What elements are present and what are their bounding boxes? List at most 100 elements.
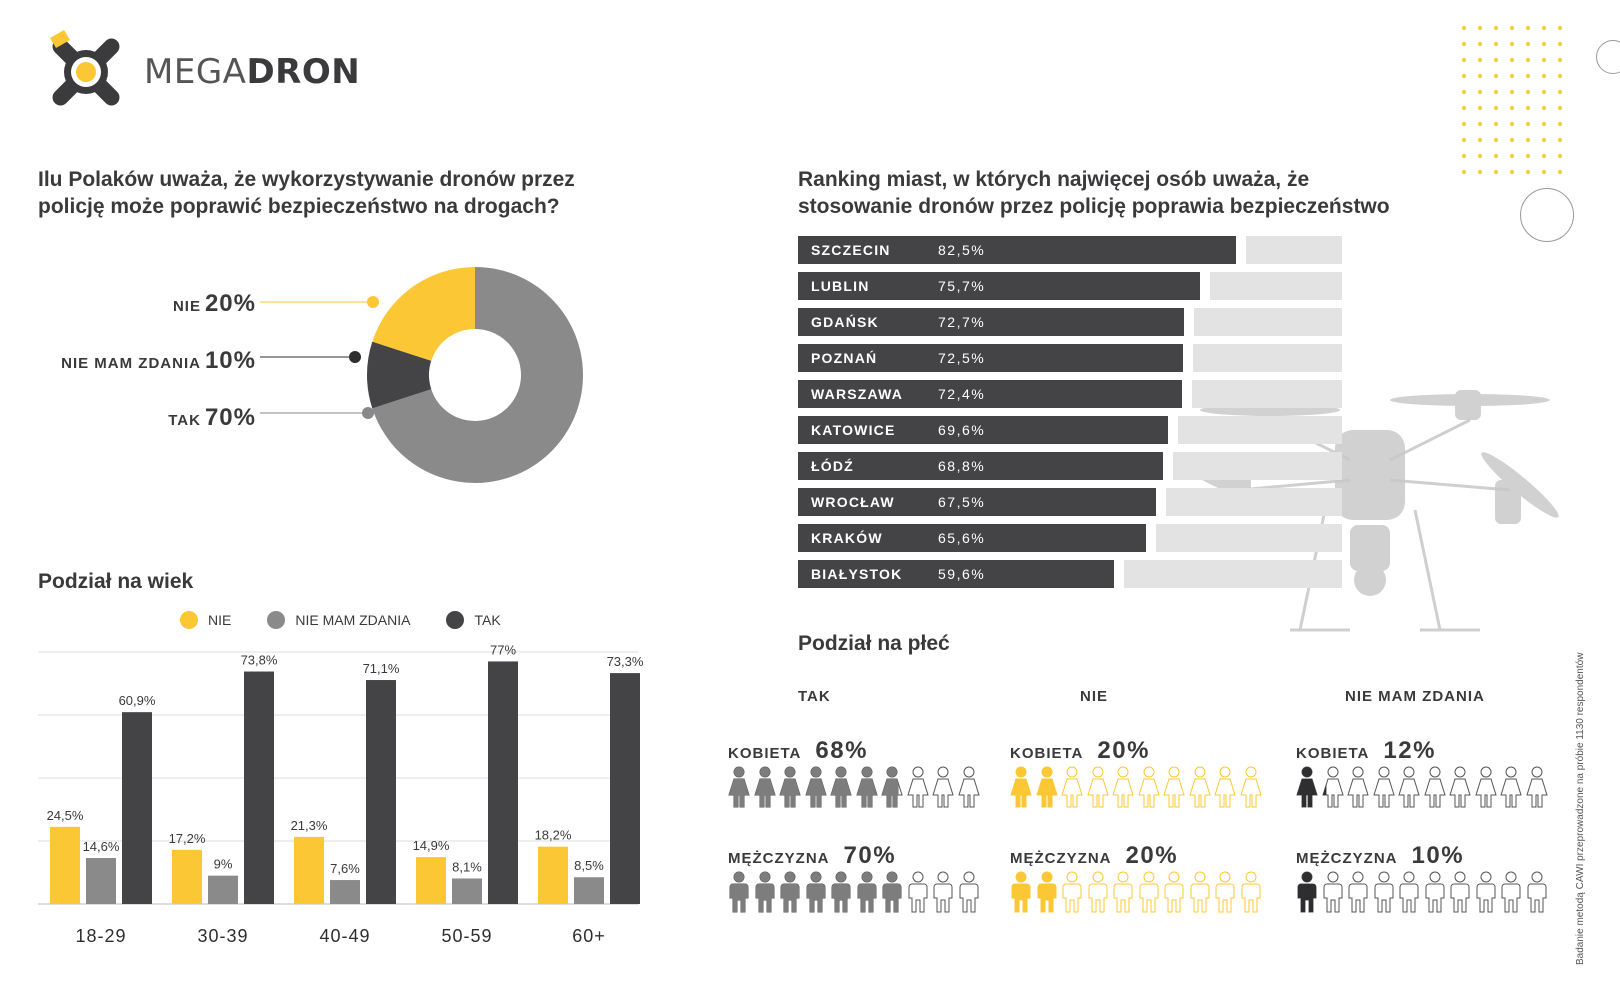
woman-icon <box>1500 766 1522 808</box>
ranking-bar-remainder <box>1192 380 1342 408</box>
pictogram-row-women <box>1010 765 1265 809</box>
ranking-city-label: KATOWICE <box>811 422 896 438</box>
ranking-value-label: 67,5% <box>938 494 986 510</box>
age-category-label: 40-49 <box>319 926 370 946</box>
ranking-city-label: SZCZECIN <box>811 242 891 258</box>
ranking-bar <box>798 272 1200 300</box>
bar-nie-mam-zdania-30-39 <box>208 875 238 904</box>
man-icon <box>908 871 927 913</box>
brand-logo: MEGADRON <box>40 24 360 120</box>
gender-label: KOBIETA <box>728 745 802 762</box>
gender-section-title: Podział na płeć <box>798 632 950 655</box>
woman-icon <box>906 766 929 808</box>
ranking-value-label: 59,6% <box>938 566 986 582</box>
bar-tak-40-49 <box>366 680 396 904</box>
man-icon <box>1113 871 1133 913</box>
gender-percent: 20% <box>1125 842 1179 869</box>
man-icon <box>1139 871 1158 913</box>
donut-slice-tak <box>372 267 583 483</box>
man-icon <box>1062 871 1082 913</box>
ranking-value-label: 69,6% <box>938 422 986 438</box>
gender-percent: 10% <box>1411 842 1465 869</box>
ranking-bar-remainder <box>1166 488 1342 516</box>
gender-label: MĘŻCZYZNA <box>728 850 830 867</box>
gender-label: MĘŻCZYZNA <box>1010 850 1112 867</box>
bar-tak-30-39 <box>244 671 274 904</box>
ranking-bar-remainder <box>1209 272 1342 300</box>
donut-leader-dot <box>349 351 361 363</box>
bar-nie-50-59 <box>416 857 446 904</box>
bar-tak-60+ <box>610 673 640 904</box>
circle-decoration-edge <box>1596 40 1620 74</box>
woman-icon <box>1525 766 1548 808</box>
ranking-bar-remainder <box>1156 524 1342 552</box>
ranking-bar <box>798 344 1183 372</box>
man-icon <box>1348 871 1368 913</box>
man-icon <box>857 871 876 913</box>
brand-name: MEGADRON <box>144 52 361 92</box>
ranking-row: WROCŁAW 67,5% <box>798 488 1342 516</box>
bar-nie-30-39 <box>172 849 202 904</box>
man-icon <box>780 871 800 913</box>
ranking-row: GDAŃSK 72,7% <box>798 308 1342 336</box>
age-category-label: 50-59 <box>441 926 492 946</box>
pictogram-row-men <box>1010 870 1265 914</box>
gender-percent: 20% <box>1097 737 1150 764</box>
woman-icon <box>1474 766 1497 808</box>
ranking-value-label: 65,6% <box>938 530 986 546</box>
gender-percent: 70% <box>843 842 897 869</box>
gender-label: MĘŻCZYZNA <box>1296 850 1398 867</box>
man-icon <box>1241 871 1260 913</box>
man-icon <box>1011 871 1031 913</box>
bar-value-label: 17,2% <box>169 831 206 846</box>
gender-row-label-men: MĘŻCZYZNA 70% <box>728 842 896 870</box>
woman-icon <box>855 766 878 808</box>
pictogram-row-women <box>1296 765 1551 809</box>
ranking-bar <box>798 416 1168 444</box>
man-icon <box>831 871 851 913</box>
man-icon <box>882 871 902 913</box>
gender-label: KOBIETA <box>1296 745 1370 762</box>
man-icon <box>1164 871 1184 913</box>
man-icon <box>1450 871 1470 913</box>
ranking-bar-remainder <box>1124 560 1342 588</box>
ranking-row: ŁÓDŹ 68,8% <box>798 452 1342 480</box>
donut-label-tak: TAK 70% <box>168 404 256 431</box>
ranking-value-label: 75,7% <box>938 278 986 294</box>
gender-percent: 12% <box>1383 737 1436 764</box>
bar-value-label: 8,1% <box>452 859 482 874</box>
woman-icon <box>1163 766 1185 808</box>
gender-row-label-women: KOBIETA 68% <box>728 737 868 765</box>
man-icon <box>1399 871 1419 913</box>
age-category-label: 30-39 <box>197 926 248 946</box>
ranking-bar <box>798 380 1183 408</box>
bar-value-label: 77% <box>490 642 516 657</box>
man-icon <box>1425 871 1444 913</box>
woman-icon <box>1347 766 1369 808</box>
ranking-value-label: 82,5% <box>938 242 986 258</box>
bar-nie-mam-zdania-60+ <box>574 877 604 904</box>
ranking-row: KRAKÓW 65,6% <box>798 524 1342 552</box>
legend-dot-gray <box>267 611 286 629</box>
ranking-bar-remainder <box>1246 236 1342 264</box>
age-bar-chart: 24,5% 14,6% 60,9% 18-29 17,2% 9% 73,8% 30-39 21,… <box>38 642 644 946</box>
woman-icon <box>1010 766 1032 808</box>
woman-icon <box>1137 766 1160 808</box>
bar-value-label: 18,2% <box>535 828 572 843</box>
ranking-row: KATOWICE 69,6% <box>798 416 1342 444</box>
bar-nie-mam-zdania-40-49 <box>330 880 360 904</box>
bar-tak-18-29 <box>122 712 152 904</box>
ranking-row: POZNAŃ 72,5% <box>798 344 1342 372</box>
ranking-bar <box>798 236 1236 264</box>
woman-icon <box>1061 766 1083 808</box>
ranking-bar <box>798 308 1184 336</box>
man-icon <box>1476 871 1495 913</box>
drone-logo-icon <box>50 30 120 106</box>
age-category-label: 18-29 <box>75 926 126 946</box>
ranking-value-label: 72,4% <box>938 386 986 402</box>
ranking-bar <box>798 560 1115 588</box>
survey-question-title: Ilu Polaków uważa, że wykorzystywanie dr… <box>38 168 575 218</box>
bar-nie-mam-zdania-18-29 <box>86 858 116 904</box>
age-chart-legend: NIE NIE MAM ZDANIA TAK <box>180 611 537 629</box>
ranking-city-label: KRAKÓW <box>811 530 883 546</box>
